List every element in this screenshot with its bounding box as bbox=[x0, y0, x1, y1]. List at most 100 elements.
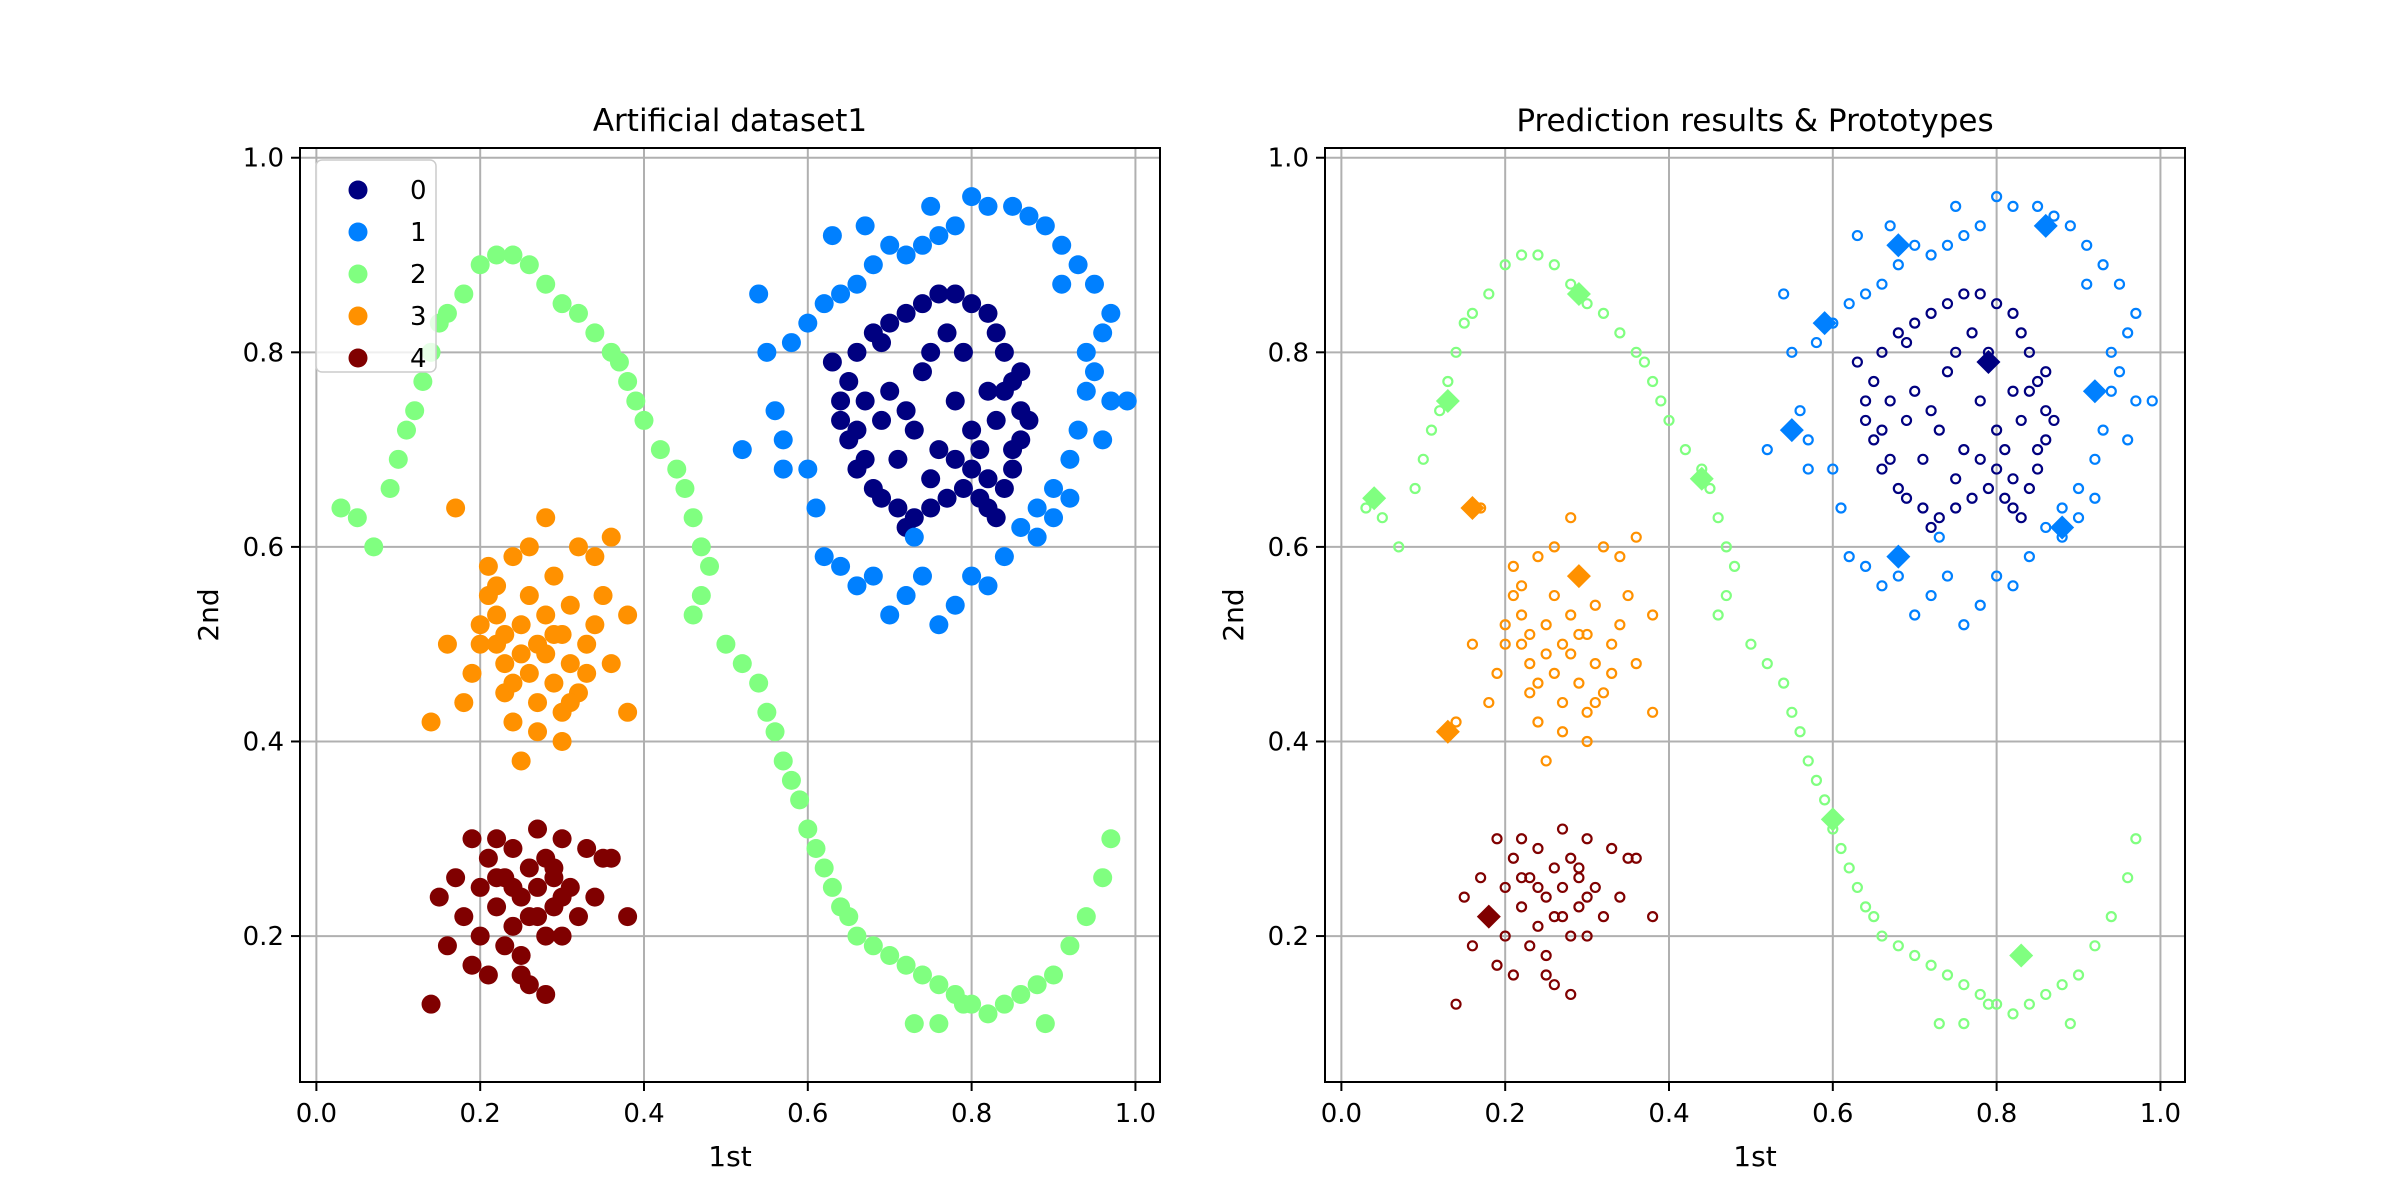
legend: 0 1 2 3 4 bbox=[315, 159, 437, 374]
predicted-point-class-4 bbox=[1540, 969, 1552, 981]
predicted-point-class-2 bbox=[1712, 609, 1724, 621]
predicted-point-class-2 bbox=[1868, 911, 1880, 923]
data-point-class-0 bbox=[962, 294, 982, 314]
predicted-point-class-3 bbox=[1647, 609, 1659, 621]
predicted-point-class-1 bbox=[2072, 512, 2085, 524]
predicted-point-class-1 bbox=[2056, 502, 2068, 514]
data-point-class-1 bbox=[781, 333, 801, 353]
predicted-point-class-4 bbox=[1581, 891, 1593, 903]
predicted-point-class-0 bbox=[2040, 405, 2052, 417]
predicted-point-class-3 bbox=[1499, 619, 1511, 631]
predicted-point-class-2 bbox=[1982, 998, 1995, 1010]
predicted-point-class-3 bbox=[1606, 638, 1618, 650]
data-point-class-2 bbox=[667, 459, 687, 479]
predicted-point-class-1 bbox=[1778, 288, 1790, 300]
data-point-class-3 bbox=[478, 556, 498, 576]
data-point-class-1 bbox=[1093, 323, 1113, 343]
data-point-class-4 bbox=[478, 965, 498, 985]
predicted-point-class-2 bbox=[2023, 998, 2035, 1010]
data-point-class-2 bbox=[626, 391, 646, 411]
data-point-class-4 bbox=[462, 955, 482, 975]
data-point-class-3 bbox=[446, 498, 466, 518]
predicted-point-class-0 bbox=[2015, 327, 2027, 339]
data-point-class-0 bbox=[921, 498, 941, 518]
data-point-class-1 bbox=[831, 284, 851, 304]
predicted-point-class-3 bbox=[1532, 551, 1544, 563]
predicted-point-class-1 bbox=[1933, 531, 1945, 543]
data-point-class-0 bbox=[953, 479, 973, 499]
predicted-point-class-1 bbox=[1974, 220, 1986, 232]
predicted-point-class-1 bbox=[2040, 521, 2052, 534]
predicted-point-class-1 bbox=[2007, 580, 2019, 592]
data-point-class-2 bbox=[1101, 829, 1121, 849]
data-point-class-2 bbox=[994, 994, 1014, 1014]
predicted-point-class-2 bbox=[1466, 307, 1479, 319]
predicted-point-class-0 bbox=[1950, 473, 1962, 485]
predicted-point-class-2 bbox=[1630, 346, 1642, 358]
predicted-point-class-0 bbox=[1876, 346, 1888, 358]
predicted-point-class-1 bbox=[1794, 405, 1806, 417]
data-point-class-1 bbox=[1068, 420, 1088, 440]
data-point-class-1 bbox=[978, 196, 998, 216]
predicted-point-class-3 bbox=[1548, 541, 1560, 553]
data-point-class-3 bbox=[577, 663, 597, 683]
data-point-class-0 bbox=[880, 313, 900, 333]
data-point-class-1 bbox=[896, 245, 916, 265]
y-tick-label: 0.6 bbox=[1268, 533, 1309, 563]
data-point-class-4 bbox=[429, 887, 449, 907]
predicted-point-class-3 bbox=[1565, 648, 1577, 660]
data-point-class-1 bbox=[1003, 196, 1023, 216]
predicted-point-class-4 bbox=[1647, 911, 1659, 923]
predicted-point-class-2 bbox=[1417, 453, 1429, 465]
data-point-class-3 bbox=[511, 644, 531, 664]
predicted-point-class-2 bbox=[1434, 405, 1446, 417]
prototype-class-0 bbox=[1976, 350, 2001, 375]
data-point-class-0 bbox=[888, 449, 908, 469]
x-tick-label: 0.6 bbox=[787, 1099, 828, 1129]
predicted-point-class-3 bbox=[1614, 551, 1626, 563]
data-point-class-0 bbox=[888, 498, 908, 518]
predicted-point-class-1 bbox=[2097, 424, 2109, 436]
predicted-point-class-0 bbox=[1884, 395, 1896, 407]
predicted-point-class-1 bbox=[1876, 580, 1888, 592]
predicted-point-class-1 bbox=[2081, 239, 2093, 251]
prototype-class-2 bbox=[1820, 807, 1845, 832]
predicted-point-class-0 bbox=[1876, 424, 1888, 436]
data-point-class-2 bbox=[896, 955, 916, 975]
data-point-class-0 bbox=[896, 401, 916, 421]
predicted-point-class-3 bbox=[1540, 648, 1552, 660]
predicted-point-class-1 bbox=[2097, 259, 2109, 271]
y-tick-label: 0.6 bbox=[243, 533, 284, 563]
predicted-point-class-1 bbox=[1859, 560, 1872, 572]
predicted-point-class-0 bbox=[1909, 385, 1921, 397]
data-point-class-4 bbox=[568, 907, 588, 927]
data-point-class-4 bbox=[437, 936, 457, 956]
data-point-class-2 bbox=[1060, 936, 1080, 956]
data-point-class-0 bbox=[970, 440, 990, 460]
predicted-point-class-2 bbox=[1859, 901, 1872, 913]
data-point-class-0 bbox=[872, 488, 892, 508]
data-point-class-1 bbox=[798, 313, 818, 333]
predicted-point-class-0 bbox=[1868, 375, 1880, 388]
predicted-point-class-3 bbox=[1507, 560, 1519, 572]
data-point-class-3 bbox=[536, 644, 556, 664]
data-point-class-0 bbox=[896, 303, 916, 323]
predicted-point-class-0 bbox=[2007, 473, 2019, 485]
predicted-point-class-1 bbox=[1827, 463, 1839, 475]
data-point-class-1 bbox=[1084, 274, 1104, 294]
data-point-class-2 bbox=[380, 479, 400, 499]
data-point-class-2 bbox=[552, 294, 572, 314]
data-point-class-1 bbox=[855, 216, 875, 236]
data-point-class-2 bbox=[1076, 907, 1096, 927]
data-point-class-0 bbox=[978, 381, 998, 401]
predicted-point-class-1 bbox=[1909, 239, 1921, 251]
y-tick-label: 0.4 bbox=[1268, 727, 1309, 757]
data-point-class-4 bbox=[552, 926, 572, 946]
data-point-class-4 bbox=[552, 829, 572, 849]
data-point-class-3 bbox=[503, 712, 523, 732]
data-point-class-2 bbox=[691, 537, 711, 557]
data-point-class-1 bbox=[896, 586, 916, 606]
data-point-class-2 bbox=[609, 352, 629, 372]
predicted-point-class-2 bbox=[1810, 774, 1823, 786]
predicted-point-class-1 bbox=[2122, 327, 2134, 339]
